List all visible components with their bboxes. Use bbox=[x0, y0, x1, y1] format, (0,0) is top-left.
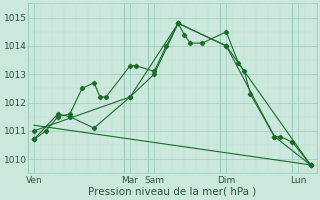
X-axis label: Pression niveau de la mer( hPa ): Pression niveau de la mer( hPa ) bbox=[88, 187, 256, 197]
